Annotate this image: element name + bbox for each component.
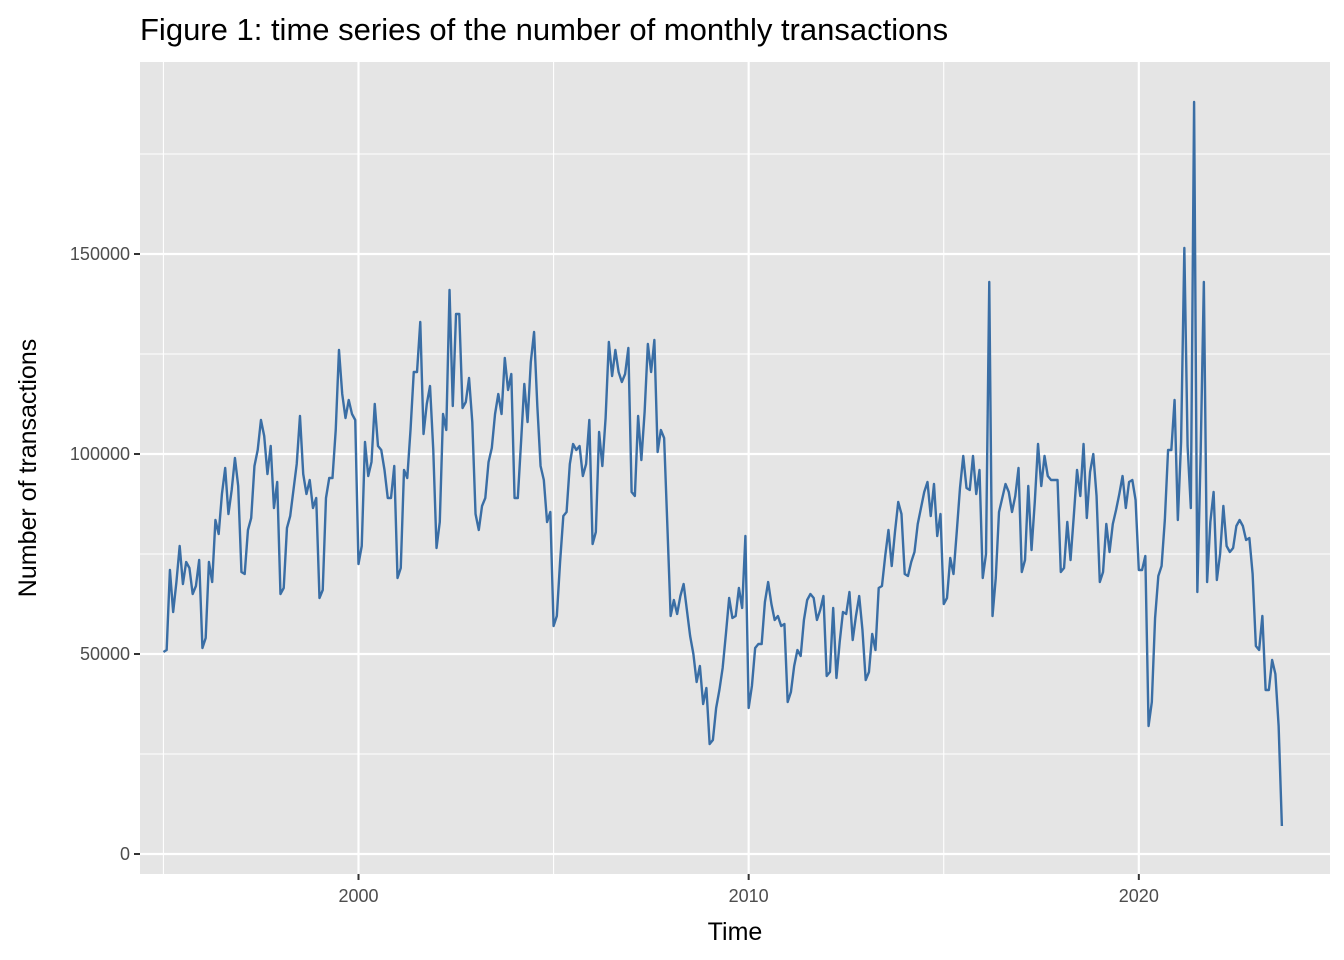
x-tick-label: 2020 xyxy=(1119,886,1159,906)
chart-title: Figure 1: time series of the number of m… xyxy=(140,12,948,47)
series-line-transactions xyxy=(162,100,1284,827)
x-tick-label: 2000 xyxy=(338,886,378,906)
x-axis-label: Time xyxy=(708,918,763,946)
plot-panel xyxy=(140,62,1330,874)
x-tick-label: 2010 xyxy=(729,886,769,906)
y-tick-label: 150000 xyxy=(70,244,130,264)
major-gridlines xyxy=(140,62,1330,874)
y-tick-label: 0 xyxy=(120,844,130,864)
y-tick-label: 50000 xyxy=(80,644,130,664)
x-axis: 2000 2010 2020 xyxy=(338,874,1159,906)
y-tick-label: 100000 xyxy=(70,444,130,464)
y-axis: 0 50000 100000 150000 xyxy=(70,244,140,864)
y-axis-label: Number of transactions xyxy=(14,339,42,597)
